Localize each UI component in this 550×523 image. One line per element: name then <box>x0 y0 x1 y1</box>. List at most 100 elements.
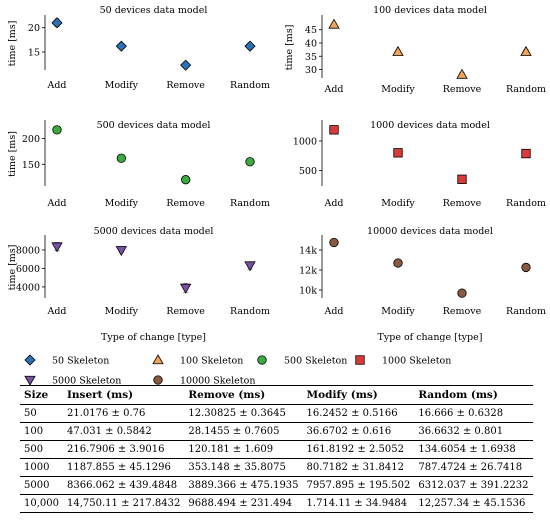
y-tick-label: 20 <box>28 23 40 34</box>
x-tick-label: Add <box>46 306 66 317</box>
header-modify: Modify (ms) <box>302 385 415 405</box>
chart-title: 500 devices data model <box>97 120 211 131</box>
legend-label: 1000 Skeleton <box>382 356 451 367</box>
y-tick-label: 40 <box>305 38 317 49</box>
chart-panel-4: 1000 devices data model 500 1000 Add Modify R… <box>293 120 546 209</box>
table-row: 1000 1187.855 ± 45.1296 353.148 ± 35.8075 8… <box>20 458 533 477</box>
table-cell: 100 <box>20 422 63 441</box>
legend-label: 100 Skeleton <box>180 356 243 367</box>
x-tick-label: Remove <box>443 306 482 317</box>
data-point <box>244 40 256 52</box>
x-tick-label: Add <box>323 84 343 95</box>
legend-marker <box>257 355 267 365</box>
table-cell: 12,257.34 ± 45.1536 <box>414 494 533 513</box>
x-tick-label: Modify <box>105 198 139 209</box>
data-point <box>457 174 467 184</box>
table-cell: 80.7182 ± 31.8412 <box>302 458 415 477</box>
legend-item: 1000 Skeleton <box>355 355 451 367</box>
charts-area: 50 devices data model 15 20 time [ms] Add Mod… <box>7 5 546 343</box>
table-cell: 16.2452 ± 0.5166 <box>302 404 415 423</box>
legend-item: 100 Skeleton <box>152 354 243 367</box>
y-axis-label: time [ms] <box>7 131 18 177</box>
table-cell: 120.181 ± 1.609 <box>184 440 303 459</box>
table-cell: 161.8192 ± 2.5052 <box>302 440 415 459</box>
data-point <box>393 148 403 158</box>
legend-marker <box>153 375 163 385</box>
x-axis-label: Type of change [type] <box>378 332 483 343</box>
x-tick-label: Random <box>230 80 270 91</box>
legend-label: 500 Skeleton <box>284 356 347 367</box>
x-axis-label: Type of change [type] <box>101 332 206 343</box>
table-cell: 21.0176 ± 0.76 <box>63 404 185 423</box>
x-tick-label: Remove <box>166 198 205 209</box>
data-point <box>116 153 126 163</box>
y-tick-label: 45 <box>305 25 317 36</box>
table-header-row: Size Insert (ms) Remove (ms) Modify (ms)… <box>20 385 533 405</box>
legend: 50 Skeleton 100 Skeleton 500 Skeleton 1000 … <box>24 354 451 387</box>
header-insert: Insert (ms) <box>63 385 185 405</box>
table-cell: 50 <box>20 404 63 423</box>
y-tick-label: 150 <box>22 160 40 171</box>
table-cell: 36.6702 ± 0.616 <box>302 422 415 441</box>
legend-label: 5000 Skeleton <box>52 376 121 387</box>
x-tick-label: Random <box>506 306 546 317</box>
legend-item: 50 Skeleton <box>24 354 109 367</box>
x-tick-label: Remove <box>166 80 205 91</box>
x-tick-label: Modify <box>381 198 415 209</box>
table-cell: 1.714.11 ± 34.9484 <box>302 494 415 513</box>
y-tick-label: 200 <box>22 134 40 145</box>
table-cell: 1000 <box>20 458 63 477</box>
table-cell: 134.6054 ± 1.6938 <box>414 440 533 459</box>
legend-marker <box>152 354 164 365</box>
chart-panel-6: 10000 devices data model 10k 12k 14k Add Modi… <box>299 226 546 343</box>
y-tick-label: 1000 <box>293 136 317 147</box>
x-tick-label: Modify <box>105 80 139 91</box>
data-point <box>181 175 191 185</box>
legend-label: 10000 Skeleton <box>180 376 255 387</box>
x-tick-label: Add <box>323 198 343 209</box>
data-point <box>456 68 468 79</box>
data-point <box>245 157 255 167</box>
x-tick-label: Modify <box>381 84 415 95</box>
y-tick-label: 500 <box>299 166 317 177</box>
chart-panel-5: 5000 devices data model 4000 6000 8000time … <box>7 226 270 343</box>
table-cell: 9688.494 ± 231.494 <box>184 494 303 513</box>
chart-panel-1: 50 devices data model 15 20 time [ms] Add Mod… <box>7 5 270 91</box>
x-tick-label: Remove <box>166 306 205 317</box>
table-cell: 36.6632 ± 0.801 <box>414 422 533 441</box>
data-point <box>393 258 403 268</box>
table-cell: 28.1455 ± 0.7605 <box>184 422 303 441</box>
header-random: Random (ms) <box>414 385 533 405</box>
data-point <box>328 18 340 29</box>
legend-label: 50 Skeleton <box>52 356 109 367</box>
chart-title: 50 devices data model <box>100 5 208 16</box>
table-cell: 47.031 ± 0.5842 <box>63 422 185 441</box>
data-point <box>115 40 127 52</box>
x-tick-label: Random <box>506 198 546 209</box>
table-cell: 216.7906 ± 3.9016 <box>63 440 185 459</box>
results-table-container: Size Insert (ms) Remove (ms) Modify (ms)… <box>20 385 533 513</box>
x-tick-label: Add <box>323 306 343 317</box>
table-cell: 12.30825 ± 0.3645 <box>184 404 303 423</box>
data-point <box>520 45 532 56</box>
data-point <box>392 45 404 56</box>
y-tick-label: 30 <box>305 65 317 76</box>
results-table: Size Insert (ms) Remove (ms) Modify (ms)… <box>20 385 533 513</box>
y-tick-label: 12k <box>299 266 317 277</box>
chart-title: 1000 devices data model <box>370 120 490 131</box>
x-tick-label: Random <box>230 306 270 317</box>
table-cell: 14,750.11 ± 217.8432 <box>63 494 185 513</box>
table-row: 50 21.0176 ± 0.76 12.30825 ± 0.3645 16.2452… <box>20 404 533 423</box>
table-row: 10,000 14,750.11 ± 217.8432 9688.494 ± 231… <box>20 494 533 513</box>
legend-item: 10000 Skeleton <box>153 375 255 387</box>
table-cell: 500 <box>20 440 63 459</box>
table-cell: 353.148 ± 35.8075 <box>184 458 303 477</box>
table-cell: 10,000 <box>20 494 63 513</box>
x-tick-label: Add <box>46 198 66 209</box>
data-point <box>329 125 339 135</box>
table-cell: 3889.366 ± 475.1935 <box>184 476 303 495</box>
chart-panel-2: 100 devices data model 30 35 40 45 time [ms] A… <box>284 5 546 95</box>
x-tick-label: Random <box>506 84 546 95</box>
data-point <box>457 288 467 298</box>
y-tick-label: 6000 <box>16 264 40 275</box>
